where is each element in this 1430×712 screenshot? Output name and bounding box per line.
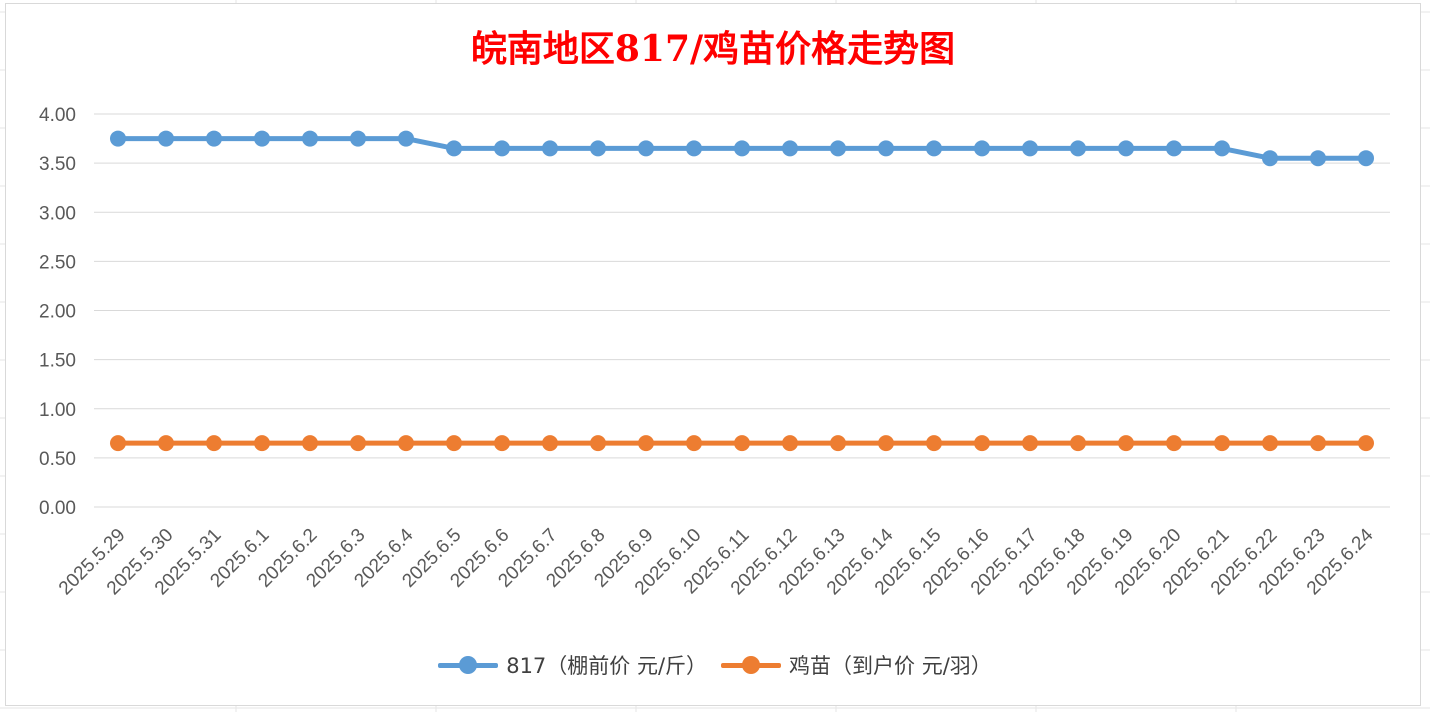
y-tick-label: 4.00: [39, 105, 76, 126]
series-0: [110, 130, 1374, 167]
legend-swatch-chick: [721, 655, 782, 675]
x-axis-tick-labels: 2025.5.292025.5.302025.5.312025.6.12025.…: [55, 524, 1378, 599]
data-point[interactable]: [1262, 150, 1278, 167]
data-point[interactable]: [158, 435, 174, 452]
y-tick-label: 2.00: [39, 302, 76, 323]
legend-item-817[interactable]: 817（棚前价 元/斤）: [438, 650, 707, 680]
data-point[interactable]: [302, 435, 318, 452]
data-point[interactable]: [542, 140, 558, 157]
data-point[interactable]: [590, 140, 606, 157]
y-tick-label: 0.00: [39, 498, 76, 519]
data-point[interactable]: [1166, 435, 1182, 452]
data-point[interactable]: [446, 435, 462, 452]
data-point[interactable]: [830, 140, 846, 157]
data-point[interactable]: [1022, 435, 1038, 452]
data-point[interactable]: [350, 130, 366, 147]
data-point[interactable]: [878, 435, 894, 452]
y-gridlines: [94, 113, 1390, 508]
data-point[interactable]: [1310, 150, 1326, 167]
legend-swatch-817: [438, 655, 499, 675]
data-point[interactable]: [734, 435, 750, 452]
data-point[interactable]: [782, 140, 798, 157]
data-point[interactable]: [590, 435, 606, 452]
legend-label-chick: 鸡苗（到户价 元/羽）: [789, 654, 992, 678]
data-point[interactable]: [1118, 435, 1134, 452]
legend-item-chick[interactable]: 鸡苗（到户价 元/羽）: [721, 650, 992, 680]
data-point[interactable]: [1214, 140, 1230, 157]
y-tick-label: 3.50: [39, 154, 76, 175]
data-point[interactable]: [926, 140, 942, 157]
data-point[interactable]: [158, 130, 174, 147]
data-point[interactable]: [494, 140, 510, 157]
data-point[interactable]: [1214, 435, 1230, 452]
y-tick-label: 3.00: [39, 203, 76, 224]
legend-label-817: 817（棚前价 元/斤）: [506, 654, 708, 678]
data-point[interactable]: [1358, 435, 1374, 452]
chart-title: 皖南地区817/鸡苗价格走势图: [470, 28, 956, 70]
data-point[interactable]: [686, 435, 702, 452]
legend: 817（棚前价 元/斤） 鸡苗（到户价 元/羽）: [0, 650, 1430, 680]
data-point[interactable]: [302, 130, 318, 147]
y-tick-label: 0.50: [39, 449, 76, 470]
data-point[interactable]: [974, 435, 990, 452]
y-axis-tick-labels: 0.00 0.50 1.00 1.50 2.00 2.50 3.00 3.50 4.00: [39, 105, 76, 519]
chart-area[interactable]: [5, 3, 1421, 706]
data-point[interactable]: [638, 435, 654, 452]
data-point[interactable]: [734, 140, 750, 157]
data-point[interactable]: [398, 130, 414, 147]
data-point[interactable]: [254, 130, 270, 147]
data-point[interactable]: [1262, 435, 1278, 452]
data-point[interactable]: [686, 140, 702, 157]
y-tick-label: 1.50: [39, 351, 76, 372]
data-point[interactable]: [782, 435, 798, 452]
series-1: [110, 435, 1374, 452]
data-point[interactable]: [830, 435, 846, 452]
data-point[interactable]: [398, 435, 414, 452]
data-point[interactable]: [1166, 140, 1182, 157]
data-point[interactable]: [878, 140, 894, 157]
data-point[interactable]: [974, 140, 990, 157]
data-point[interactable]: [1022, 140, 1038, 157]
y-tick-label: 2.50: [39, 252, 76, 273]
data-point[interactable]: [1118, 140, 1134, 157]
data-point[interactable]: [350, 435, 366, 452]
data-point[interactable]: [494, 435, 510, 452]
data-point[interactable]: [926, 435, 942, 452]
data-point[interactable]: [1358, 150, 1374, 167]
data-point[interactable]: [638, 140, 654, 157]
data-point[interactable]: [542, 435, 558, 452]
data-point[interactable]: [1310, 435, 1326, 452]
data-point[interactable]: [206, 435, 222, 452]
data-point[interactable]: [110, 130, 126, 147]
data-point[interactable]: [446, 140, 462, 157]
data-point[interactable]: [206, 130, 222, 147]
data-point[interactable]: [1070, 435, 1086, 452]
series-lines: [110, 130, 1374, 452]
data-point[interactable]: [110, 435, 126, 452]
y-tick-label: 1.00: [39, 400, 76, 421]
data-point[interactable]: [254, 435, 270, 452]
data-point[interactable]: [1070, 140, 1086, 157]
